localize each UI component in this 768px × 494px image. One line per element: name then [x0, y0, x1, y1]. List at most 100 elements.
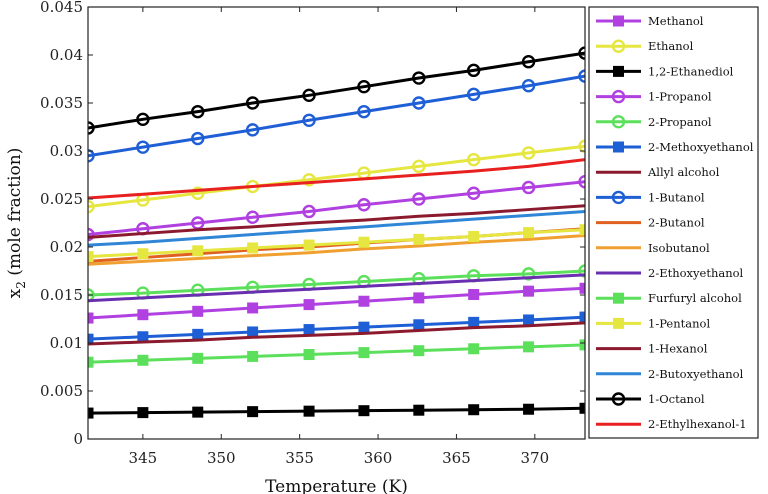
series-line: [88, 144, 585, 209]
data-point: [88, 407, 94, 419]
data-point: [137, 407, 149, 419]
legend-label: Methanol: [648, 14, 704, 28]
data-point: [468, 289, 480, 301]
data-point: [88, 312, 94, 324]
data-point: [523, 285, 535, 297]
legend-entry: 2-Ethoxyethanol: [596, 266, 744, 280]
legend-entry: 2-Butanol: [596, 216, 705, 230]
data-point: [358, 321, 370, 333]
series-line: [88, 321, 585, 346]
data-point: [192, 352, 204, 364]
data-point: [521, 267, 536, 281]
data-point: [521, 79, 536, 93]
x-tick-label: 350: [207, 449, 236, 467]
legend-label: 2-Propanol: [648, 115, 712, 129]
data-point: [578, 175, 585, 189]
data-point: [88, 227, 95, 242]
legend-label: Ethanol: [648, 39, 694, 53]
y-tick-label: 0.025: [40, 190, 83, 208]
data-point: [521, 146, 536, 160]
data-point: [136, 112, 150, 127]
legend-marker: [613, 141, 624, 153]
data-point: [579, 282, 585, 294]
legend-entry: 2-Propanol: [596, 115, 712, 129]
legend: Methanol Ethanol 1,2-Ethanediol 1-Propanol 2…: [588, 6, 759, 439]
legend-label: 2-Methoxyethanol: [648, 140, 754, 154]
x-tick-label: 355: [285, 449, 314, 467]
data-point: [578, 46, 585, 60]
data-point: [302, 88, 316, 103]
legend-marker: [611, 392, 626, 406]
data-point: [302, 204, 316, 219]
data-point: [579, 224, 585, 236]
legend-marker: [611, 89, 626, 104]
y-tick-label: 0.01: [50, 334, 83, 352]
legend-entry: Allyl alcohol: [596, 165, 720, 179]
series-17: [88, 158, 585, 200]
series-10: [88, 233, 585, 266]
data-point: [523, 403, 535, 415]
legend-entry: Isobutanol: [596, 241, 710, 255]
data-point: [358, 236, 370, 248]
data-point: [412, 71, 426, 85]
series-line: [88, 204, 585, 239]
data-point: [245, 210, 260, 224]
data-point: [247, 326, 259, 338]
series-12: [88, 339, 585, 368]
data-point: [303, 324, 315, 336]
plot-area: [88, 46, 585, 419]
data-point: [136, 140, 150, 154]
series-line: [88, 315, 585, 341]
data-point: [247, 350, 259, 362]
data-point: [191, 104, 205, 119]
y-axis-title-subscript: 2: [14, 281, 28, 289]
series-1: [88, 282, 585, 324]
legend-entry: 1-Propanol: [596, 90, 712, 104]
data-point: [412, 159, 426, 174]
data-point: [578, 139, 585, 153]
legend-marker: [613, 65, 624, 77]
data-point: [579, 339, 585, 351]
y-tick-label: 0.005: [40, 382, 83, 400]
legend-label: 2-Butanol: [648, 216, 705, 230]
x-tick-label: 365: [442, 449, 471, 467]
series-13: [88, 224, 585, 263]
data-point: [358, 295, 370, 307]
data-point: [357, 79, 371, 94]
y-tick-label: 0.04: [50, 46, 83, 64]
legend-label: Furfuryl alcohol: [648, 291, 742, 305]
data-point: [413, 404, 425, 416]
data-point: [88, 121, 95, 135]
data-point: [192, 245, 204, 257]
series-line: [88, 233, 585, 266]
data-point: [358, 405, 370, 417]
data-point: [88, 149, 95, 163]
legend-label: 1-Pentanol: [648, 316, 710, 330]
legend-marker: [613, 317, 624, 329]
data-point: [303, 349, 315, 361]
data-point: [466, 152, 481, 167]
data-point: [88, 288, 95, 302]
legend-label: Allyl alcohol: [647, 165, 720, 179]
data-point: [357, 104, 371, 119]
legend-entry: Ethanol: [596, 39, 694, 53]
axes: 345 350 355 360 365 370 0 0.005 0.01 0.015 0.02 0.0…: [40, 0, 586, 467]
legend-entry: Furfuryl alcohol: [596, 291, 742, 305]
data-point: [137, 248, 149, 260]
legend-label: 1-Butanol: [648, 190, 705, 204]
data-point: [192, 406, 204, 418]
x-tick-label: 345: [129, 449, 158, 467]
data-point: [523, 341, 535, 353]
legend-entry: 1-Hexanol: [596, 342, 708, 356]
legend-label: Isobutanol: [648, 241, 710, 255]
axes-frame: [87, 6, 586, 440]
series-16: [88, 46, 585, 135]
data-point: [523, 227, 535, 239]
legend-label: 1,2-Ethanediol: [648, 64, 734, 78]
data-point: [303, 239, 315, 251]
y-axis-title-rest: (mole fraction): [5, 148, 25, 281]
y-axis-title: x2 (mole fraction): [5, 148, 28, 299]
data-point: [413, 292, 425, 304]
data-point: [521, 180, 536, 195]
legend-entry: 1,2-Ethanediol: [596, 64, 734, 78]
